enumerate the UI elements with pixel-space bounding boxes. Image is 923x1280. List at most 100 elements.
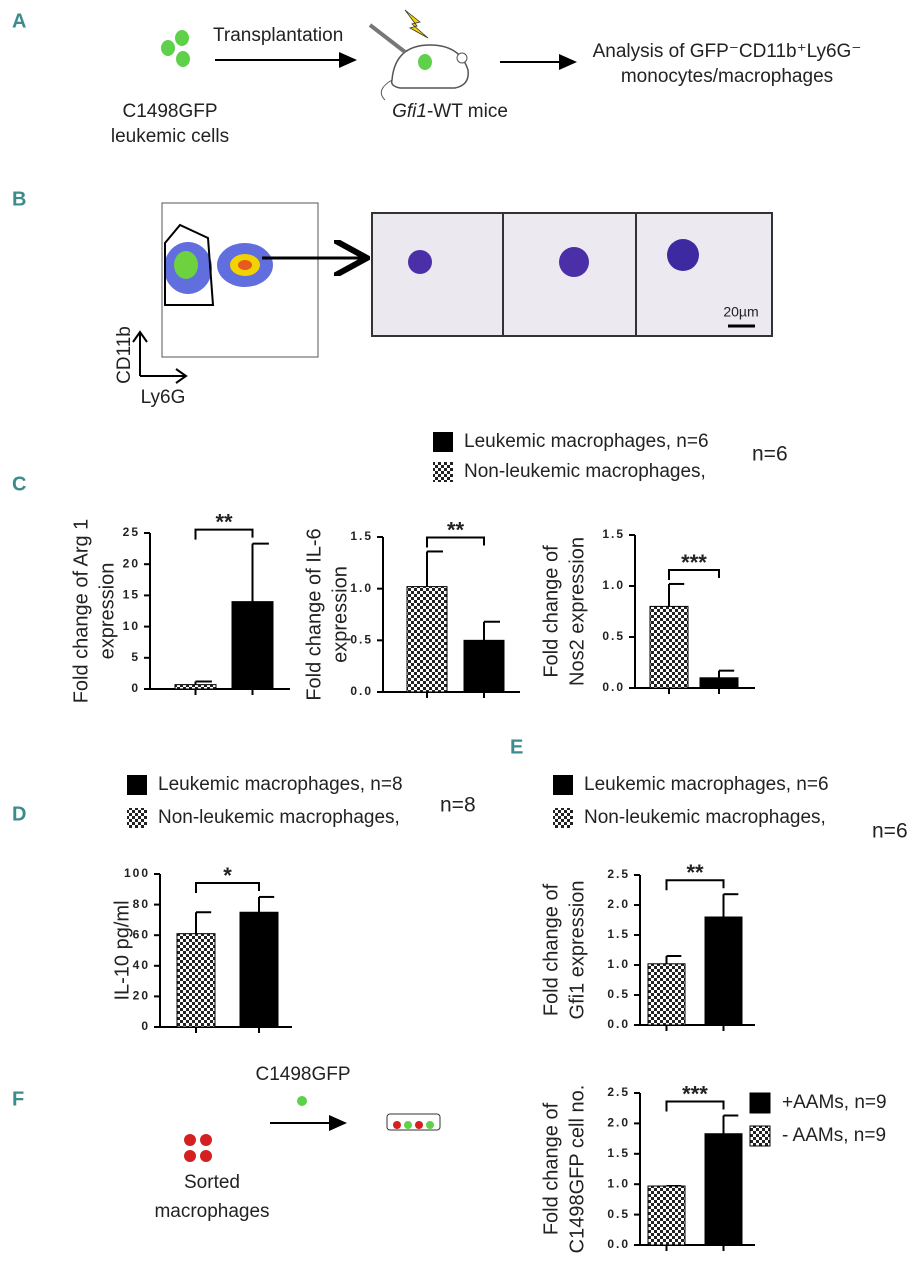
host-rest: -WT mice: [427, 101, 508, 122]
scale-label: 20µm: [723, 304, 758, 320]
y-tick-label: 0.5: [607, 1207, 630, 1221]
source-text: leukemic cells: [111, 126, 229, 147]
legend-swatch: [127, 808, 147, 828]
legend-note: n=6: [872, 820, 908, 843]
y-axis-label: expression: [96, 563, 118, 660]
y-tick-label: 2.5: [607, 867, 630, 881]
bar: [239, 911, 279, 1028]
legend-label: +AAMs, n=9: [782, 1092, 887, 1113]
added-label: C1498GFP: [255, 1064, 350, 1085]
bar-chart: 0.0 0.5 1.0 1.5 Fold change of Nos2 expressio…: [540, 527, 755, 694]
legend-swatch: [553, 808, 573, 828]
legend-swatch: [433, 432, 453, 452]
analysis-text: monocytes/macrophages: [621, 66, 833, 87]
cell: [200, 1134, 212, 1146]
bar: [704, 916, 743, 1026]
y-tick-label: 15: [123, 588, 140, 602]
y-tick-label: 0.0: [607, 1237, 630, 1251]
significance-bracket: [195, 881, 260, 893]
significance-bracket: [665, 879, 725, 891]
y-tick-label: 1.0: [607, 957, 630, 971]
panel-letter: C: [12, 473, 26, 495]
y-axis-label: Fold change of: [540, 1102, 562, 1235]
y-axis-label: Fold change of IL-6: [303, 528, 325, 700]
significance-bracket: [194, 528, 254, 540]
cell: [404, 1121, 412, 1129]
y-tick-label: 0.5: [350, 633, 373, 647]
y-axis-label: Fold change of: [540, 883, 562, 1016]
cell: [426, 1121, 434, 1129]
legend-e: Leukemic macrophages, n=6 Non-leukemic m…: [553, 774, 908, 843]
y-axis-label: Gfi1 expression: [566, 881, 588, 1020]
y-axis-label: Fold change of Arg 1: [70, 519, 92, 704]
axis-arrows: [139, 333, 185, 377]
y-tick-label: 0: [131, 681, 140, 695]
diagram-b: 20µm CD11b Ly6G: [114, 202, 773, 408]
y-tick-label: 0.0: [350, 684, 373, 698]
legend-label: Leukemic macrophages, n=6: [584, 774, 829, 795]
significance-label: ***: [682, 1081, 708, 1106]
legend-note: n=6: [752, 443, 788, 466]
cell: [161, 40, 175, 56]
significance-label: ***: [681, 550, 707, 575]
y-axis-label: Nos2 expression: [566, 537, 588, 686]
legend-swatch: [553, 775, 573, 795]
cell: [175, 30, 189, 46]
cells-label: Sorted: [184, 1172, 240, 1193]
cell: [176, 51, 190, 67]
y-tick-label: 20: [123, 556, 140, 570]
significance-bracket: [426, 536, 485, 548]
legend-label: Leukemic macrophages, n=6: [464, 431, 709, 452]
cell: [184, 1150, 196, 1162]
significance-label: *: [223, 863, 232, 888]
significance-label: **: [447, 517, 465, 542]
source-text: C1498GFP: [122, 101, 217, 122]
panel-letter: E: [510, 736, 523, 758]
y-tick-label: 25: [123, 525, 140, 539]
legend-label: Non-leukemic macrophages,: [158, 807, 400, 828]
cell: [415, 1121, 423, 1129]
bar-chart: 0.0 0.5 1.0 1.5 Fold change of IL-6 expressio…: [303, 517, 520, 701]
population: [238, 260, 252, 270]
cell: [200, 1150, 212, 1162]
y-axis-label: C1498GFP cell no.: [566, 1085, 588, 1254]
legend-label: Non-leukemic macrophages,: [464, 461, 706, 482]
bar: [176, 933, 216, 1028]
y-tick-label: 80: [133, 897, 150, 911]
cell: [408, 250, 432, 274]
y-axis-label: IL-10 pg/ml: [111, 900, 133, 1000]
micrograph: [635, 212, 773, 337]
cell: [297, 1096, 307, 1106]
population: [174, 251, 198, 279]
y-tick-label: 1.5: [602, 527, 625, 541]
panel-letter: D: [12, 803, 26, 825]
bar-chart: 0 20 40 60 80 100 IL-10 pg/ml *: [111, 863, 292, 1033]
host-text: Gfi1-WT mice: [392, 101, 508, 122]
legend-note: n=8: [440, 794, 476, 817]
y-tick-label: 2.5: [607, 1085, 630, 1099]
bar: [704, 1133, 743, 1246]
y-tick-label: 40: [133, 958, 150, 972]
axis-arrowheads: [132, 330, 188, 384]
x-axis-label: Ly6G: [141, 387, 186, 408]
legend-c: Leukemic macrophages, n=6 Non-leukemic m…: [433, 431, 788, 482]
significance-label: **: [686, 860, 704, 885]
panel-letter: B: [12, 188, 26, 210]
y-tick-label: 1.5: [607, 927, 630, 941]
diagram-f: Sorted macrophages C1498GFP: [154, 1064, 441, 1222]
y-tick-label: 0.0: [602, 680, 625, 694]
y-axis-label: expression: [329, 566, 351, 663]
cells-label: macrophages: [154, 1201, 269, 1222]
bar: [699, 677, 739, 689]
y-tick-label: 0: [141, 1019, 150, 1033]
arrow-label: Transplantation: [213, 25, 343, 46]
y-tick-label: 2.0: [607, 1116, 630, 1130]
bar: [463, 639, 505, 693]
significance-label: **: [215, 509, 233, 534]
y-tick-label: 60: [133, 927, 150, 941]
host-italic: Gfi1: [392, 101, 427, 122]
y-tick-label: 0.5: [607, 987, 630, 1001]
y-tick-label: 1.0: [602, 578, 625, 592]
bar-chart: 0.0 0.5 1.0 1.5 2.0 2.5 Fold change of C1498GFP…: [540, 1081, 886, 1253]
micrograph: [371, 212, 504, 337]
